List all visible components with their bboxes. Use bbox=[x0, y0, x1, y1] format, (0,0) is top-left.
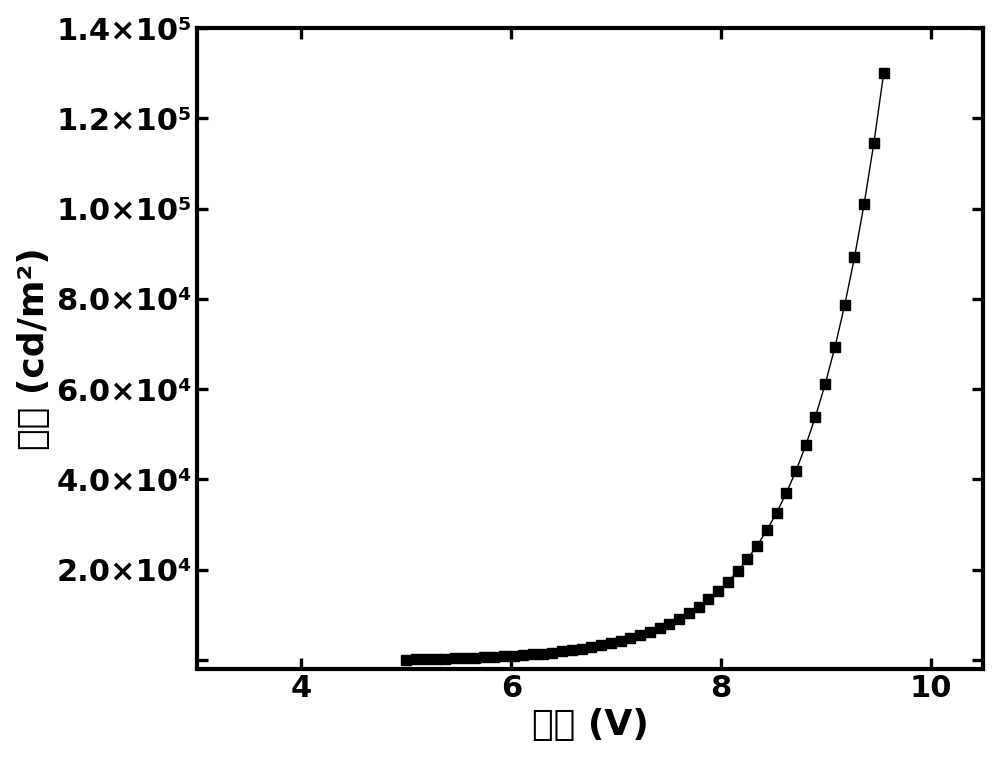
Y-axis label: 亮度 (cd/m²): 亮度 (cd/m²) bbox=[17, 247, 51, 450]
X-axis label: 电压 (V): 电压 (V) bbox=[532, 708, 648, 742]
